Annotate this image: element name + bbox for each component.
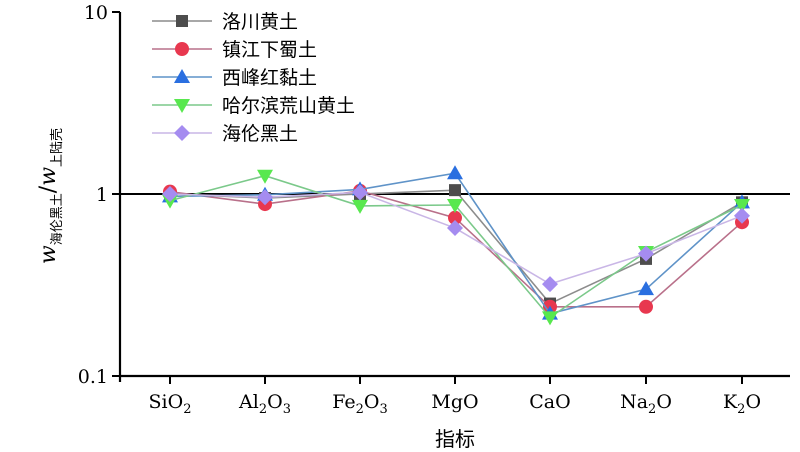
y-tick-label: 1 xyxy=(96,184,108,206)
legend-marker xyxy=(174,125,190,141)
x-tick-label: Fe2O3 xyxy=(332,391,388,417)
data-point xyxy=(257,189,273,206)
data-point xyxy=(352,199,368,214)
legend-label: 镇江下蜀土 xyxy=(222,39,317,61)
data-point xyxy=(542,311,558,326)
legend-item: 哈尔滨荒山黄土 xyxy=(152,95,355,117)
legend-label: 西峰红黏土 xyxy=(222,67,317,89)
x-tick-label: Na2O xyxy=(620,391,672,417)
x-tick-label: SiO2 xyxy=(149,391,192,417)
x-tick-label: CaO xyxy=(529,391,570,413)
data-point xyxy=(447,165,463,180)
data-point xyxy=(449,184,461,197)
legend-label: 哈尔滨荒山黄土 xyxy=(222,95,355,117)
y-tick-label: 0.1 xyxy=(78,366,108,388)
data-point xyxy=(639,299,653,314)
data-point xyxy=(734,207,750,224)
y-tick-label: 10 xyxy=(84,2,108,24)
legend-item: 洛川黄土 xyxy=(152,11,298,33)
data-point xyxy=(447,220,463,237)
axes: 0.1 1 10 SiO2 Al2O3 Fe2O3 MgO CaO Na2O K2O 指标 w海伦黑土… xyxy=(36,2,790,451)
series-layer xyxy=(162,165,750,326)
legend-label: 洛川黄土 xyxy=(222,11,298,33)
data-point xyxy=(352,184,368,201)
data-point xyxy=(542,276,558,293)
legend-item: 镇江下蜀土 xyxy=(152,39,317,61)
data-point xyxy=(447,199,463,214)
legend-marker xyxy=(175,42,189,56)
legend-item: 西峰红黏土 xyxy=(152,67,317,89)
data-point xyxy=(734,199,750,214)
x-tick-label: Al2O3 xyxy=(238,391,291,417)
x-tick-label: K2O xyxy=(723,391,761,417)
legend-marker xyxy=(174,99,190,113)
data-point xyxy=(638,245,654,262)
legend-label: 海伦黑土 xyxy=(222,123,298,145)
legend-marker xyxy=(174,69,190,83)
data-point xyxy=(638,281,654,296)
data-point xyxy=(257,169,273,184)
legend-marker xyxy=(176,15,188,27)
legend-item: 海伦黑土 xyxy=(152,123,298,145)
data-point xyxy=(448,210,462,225)
x-tick-label: MgO xyxy=(431,391,478,413)
series-4 xyxy=(162,184,750,293)
x-axis-title: 指标 xyxy=(435,427,475,451)
data-point xyxy=(162,186,178,202)
y-axis-title: w海伦黑土/w上陆壳 xyxy=(36,128,65,264)
